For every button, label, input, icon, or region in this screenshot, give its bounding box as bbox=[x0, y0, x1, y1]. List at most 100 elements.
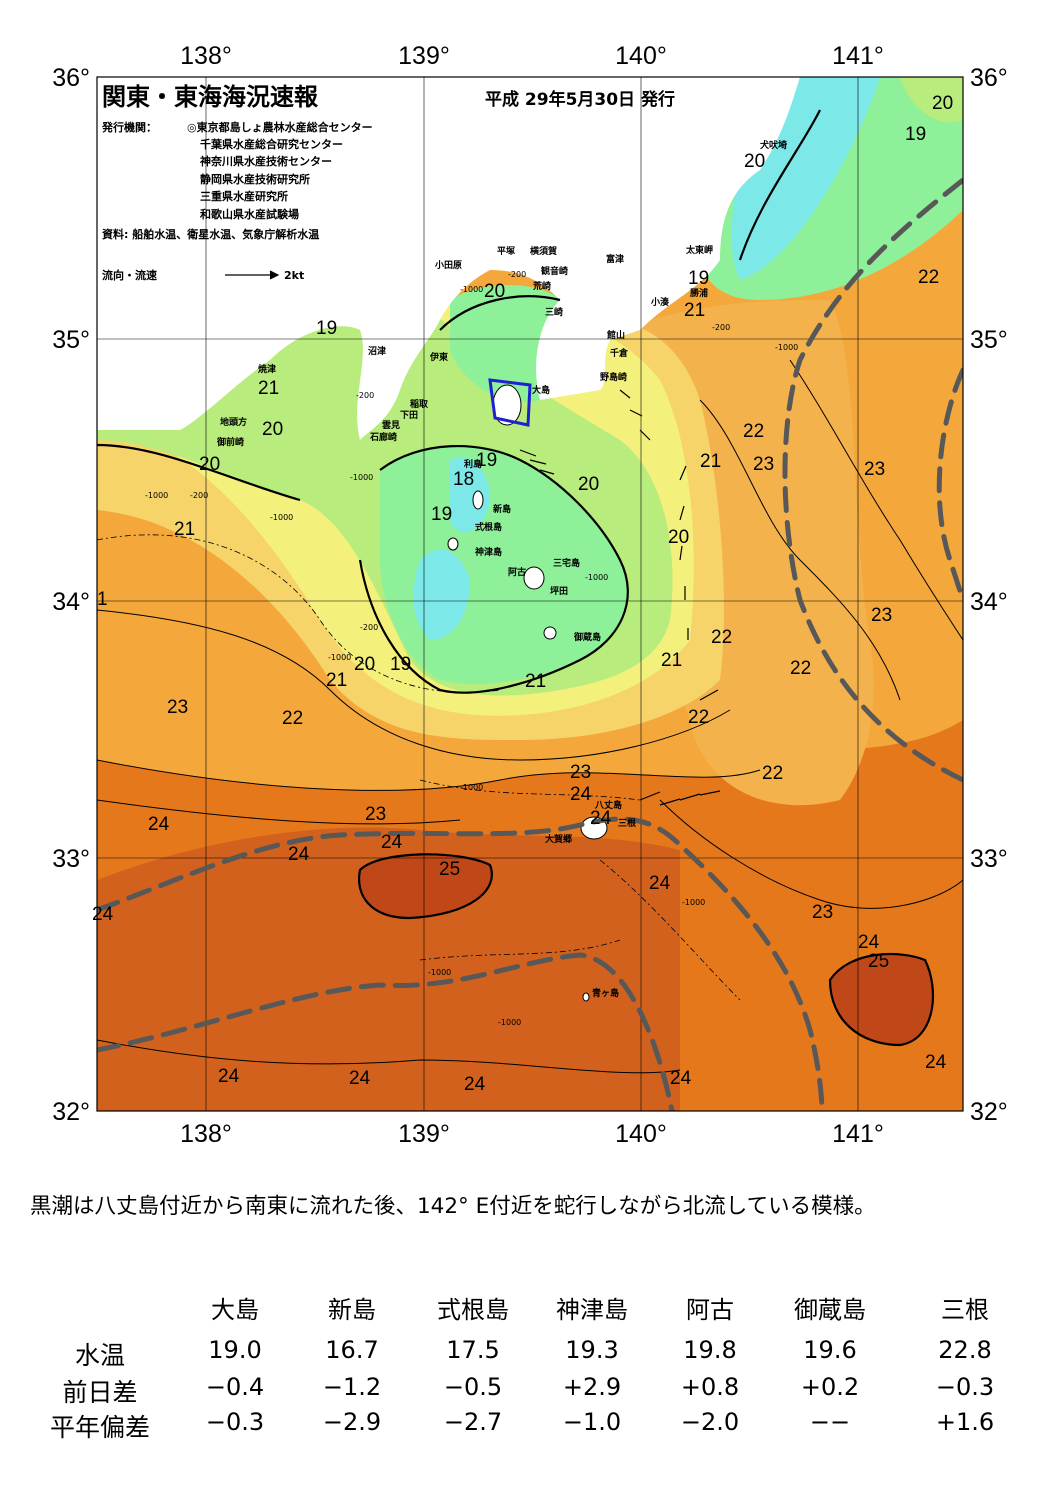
depth-label: -1000 bbox=[682, 898, 705, 907]
isotherm-label: 19 bbox=[431, 504, 452, 525]
station-name: 三根 bbox=[941, 1296, 989, 1324]
isotherm-label: 20 bbox=[932, 93, 953, 114]
isotherm-label: 24 bbox=[649, 873, 671, 894]
table-cell: −0.5 bbox=[443, 1373, 503, 1401]
table-cell: 16.7 bbox=[325, 1336, 379, 1364]
isotherm-label: 24 bbox=[148, 814, 170, 835]
issuer: 静岡県水産技術研究所 bbox=[200, 172, 310, 186]
place-name: 焼津 bbox=[258, 363, 276, 375]
sea-temperature-map: 138° 139° 140° 141° 138° 139° 140° 141° … bbox=[52, 42, 1008, 1148]
table-row: 水温 19.0 16.7 17.5 19.3 19.8 19.6 22.8 bbox=[0, 1336, 1064, 1372]
place-name: 太東岬 bbox=[685, 244, 713, 256]
place-name: 野島崎 bbox=[600, 371, 627, 383]
place-name: 利島 bbox=[463, 458, 482, 470]
depth-label: -1000 bbox=[145, 491, 168, 500]
lon-tick: 138° bbox=[180, 42, 232, 70]
lat-tick: 36° bbox=[970, 64, 1008, 92]
table-cell: −0.4 bbox=[205, 1373, 265, 1401]
lon-tick: 141° bbox=[832, 42, 884, 70]
isotherm-label: 23 bbox=[570, 762, 591, 783]
isotherm-label: 24 bbox=[381, 832, 403, 853]
depth-label: -1000 bbox=[428, 968, 451, 977]
place-name: 稲取 bbox=[410, 398, 429, 410]
table-cell: 19.3 bbox=[565, 1336, 619, 1364]
place-name: 大島 bbox=[532, 384, 550, 396]
isotherm-label: 20 bbox=[199, 454, 220, 475]
table-cell: 19.8 bbox=[683, 1336, 737, 1364]
issuer: 千葉県水産総合研究センター bbox=[200, 137, 343, 151]
row-label: 平年偏差 bbox=[49, 1413, 150, 1442]
table-cell: +0.2 bbox=[800, 1373, 860, 1401]
place-name: 阿古 bbox=[508, 566, 526, 578]
place-name: 御蔵島 bbox=[573, 631, 601, 643]
isotherm-label: 24 bbox=[670, 1068, 692, 1089]
isotherm-label: 1 bbox=[97, 589, 108, 610]
issuer: ◎東京都島しょ農林水産総合センター bbox=[187, 120, 373, 134]
isotherm-label: 23 bbox=[864, 459, 885, 480]
temperature-fill bbox=[97, 77, 963, 1111]
depth-label: -1000 bbox=[460, 783, 483, 792]
depth-label: -200 bbox=[356, 391, 374, 400]
isotherm-label: 23 bbox=[812, 902, 833, 923]
isotherm-label: 21 bbox=[525, 671, 546, 692]
place-name: 八丈島 bbox=[594, 799, 622, 811]
place-name: 富津 bbox=[606, 253, 624, 265]
isotherm-label: 24 bbox=[590, 808, 612, 829]
lat-tick: 33° bbox=[52, 845, 90, 873]
station-name: 式根島 bbox=[437, 1296, 509, 1324]
isotherm-label: 20 bbox=[668, 527, 689, 548]
place-name: 下田 bbox=[400, 410, 418, 421]
place-name: 御前崎 bbox=[216, 436, 244, 448]
longitude-ticks-top: 138° 139° 140° 141° bbox=[180, 42, 884, 70]
isotherm-label: 19 bbox=[476, 450, 497, 471]
legend-label: 流向・流速 bbox=[102, 268, 157, 282]
isotherm-label: 22 bbox=[762, 763, 783, 784]
depth-label: -1000 bbox=[775, 343, 798, 352]
lat-tick: 35° bbox=[970, 326, 1008, 354]
table-cell: 19.6 bbox=[803, 1336, 857, 1364]
isotherm-label: 22 bbox=[711, 627, 732, 648]
isotherm-label: 23 bbox=[871, 605, 892, 626]
place-name: 坪田 bbox=[550, 585, 568, 597]
place-name: 雲見 bbox=[382, 419, 400, 431]
legend-scale: 2kt bbox=[284, 269, 304, 282]
isotherm-label: 19 bbox=[905, 124, 926, 145]
depth-label: -200 bbox=[360, 623, 378, 632]
isotherm-label: 24 bbox=[288, 844, 310, 865]
isotherm-label: 22 bbox=[743, 421, 764, 442]
isotherm-label: 19 bbox=[316, 318, 337, 339]
station-name: 御蔵島 bbox=[794, 1296, 866, 1324]
table-row: 平年偏差 −0.3 −2.9 −2.7 −1.0 −2.0 −− +1.6 bbox=[0, 1408, 1064, 1444]
lon-tick: 139° bbox=[398, 1120, 450, 1148]
place-name: 神津島 bbox=[475, 546, 502, 558]
table-cell: −2.9 bbox=[322, 1408, 382, 1436]
place-name: 石廊崎 bbox=[369, 431, 397, 443]
table-cell: 17.5 bbox=[446, 1336, 500, 1364]
depth-label: -200 bbox=[712, 323, 730, 332]
isotherm-label: 19 bbox=[688, 268, 709, 289]
row-label: 水温 bbox=[74, 1341, 125, 1370]
isotherm-label: 25 bbox=[868, 951, 889, 972]
isotherm-label: 22 bbox=[790, 658, 811, 679]
isotherm-label: 24 bbox=[858, 932, 880, 953]
station-name: 神津島 bbox=[556, 1296, 628, 1324]
table-cell: +2.9 bbox=[562, 1373, 622, 1401]
table-cell: +1.6 bbox=[935, 1408, 995, 1436]
depth-label: -1000 bbox=[270, 513, 293, 522]
place-name: 沼津 bbox=[368, 345, 386, 357]
isotherm-label: 24 bbox=[92, 904, 114, 925]
isotherm-label: 21 bbox=[326, 670, 347, 691]
isotherm-labels: 20 19 20 19 21 19 21 20 20 21 22 23 23 2… bbox=[92, 93, 953, 1095]
isotherm-label: 23 bbox=[365, 804, 386, 825]
issuer-label: 発行機関： bbox=[101, 120, 157, 134]
isotherm-label: 20 bbox=[744, 151, 765, 172]
isotherm-label: 20 bbox=[262, 419, 283, 440]
table-row: 前日差 −0.4 −1.2 −0.5 +2.9 +0.8 +0.2 −0.3 bbox=[0, 1373, 1064, 1409]
issuer: 神奈川県水産技術センター bbox=[200, 154, 332, 168]
isotherm-label: 21 bbox=[258, 378, 279, 399]
depth-labels: -200 -1000 -200 -1000 -200 -1000 -1000 -… bbox=[145, 270, 798, 1027]
lon-tick: 138° bbox=[180, 1120, 232, 1148]
isotherm-label: 23 bbox=[753, 454, 774, 475]
place-name: 平塚 bbox=[497, 245, 515, 257]
table-cell: 22.8 bbox=[938, 1336, 992, 1364]
